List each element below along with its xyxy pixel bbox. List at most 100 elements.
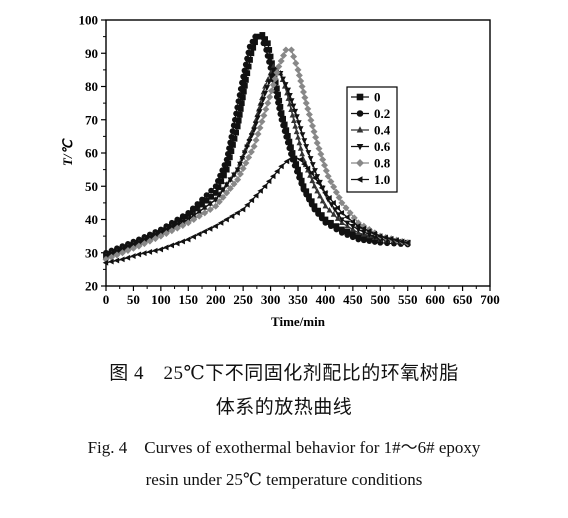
data-point [206,206,214,214]
data-point [338,199,346,207]
legend-box [346,86,398,193]
data-point [319,197,326,204]
data-point [302,99,310,107]
data-point [223,189,231,197]
data-point [173,224,181,232]
data-point [334,204,340,211]
data-point [321,161,328,169]
data-point [283,158,290,165]
data-point [296,139,303,146]
data-point [299,150,306,157]
data-point [332,188,340,196]
data-point [124,247,132,255]
data-point [382,234,388,241]
data-point [235,98,242,105]
data-point [261,183,268,190]
data-point [221,172,227,179]
data-point [268,73,275,80]
data-point [239,94,246,101]
data-point [308,198,315,205]
data-point [281,128,288,135]
x-tick-label: 250 [233,292,253,307]
data-point [287,46,295,54]
data-point [318,215,325,222]
data-point [268,87,275,95]
data-point [219,193,227,201]
data-point [280,51,288,59]
x-tick-label: 700 [480,292,500,307]
data-point [232,116,238,123]
data-point [312,168,318,174]
data-point [295,71,303,79]
data-point [141,250,147,257]
data-point [330,211,337,217]
data-point [301,161,307,167]
data-point [241,82,248,89]
data-point [307,116,315,124]
x-tick-label: 600 [425,292,445,307]
legend-marker-0.6 [356,144,364,151]
data-point [307,156,314,162]
data-point [151,235,159,243]
data-point [201,209,209,217]
data-point [271,75,279,83]
data-point [230,142,236,148]
data-point [307,172,313,178]
data-point [241,150,248,156]
data-point [338,229,345,236]
data-point [371,239,378,245]
data-point [263,47,270,53]
data-point [224,151,231,157]
data-point [212,190,219,196]
data-point [290,53,298,61]
data-point [184,236,191,243]
data-point [297,77,305,85]
data-point [229,128,236,135]
data-point [264,40,271,47]
data-point [318,185,325,191]
data-point [246,43,253,50]
legend-label-0.8: 0.8 [374,156,391,171]
data-point [314,187,321,194]
legend-marker-1.0 [356,176,363,183]
data-point [292,108,299,115]
data-point [194,205,201,212]
data-point [247,148,255,156]
data-point [217,219,224,226]
data-point [270,63,277,69]
data-point [344,232,351,238]
data-point [207,201,214,207]
data-point [317,150,325,158]
x-tick-label: 200 [206,292,226,307]
data-point [278,116,285,123]
data-point [326,207,333,213]
data-point [152,247,158,254]
data-point [168,242,175,249]
y-tick-label: 80 [85,79,98,94]
data-point [308,170,314,176]
data-point [189,209,196,216]
data-point [221,162,228,168]
data-point [298,177,305,184]
data-point [234,209,240,216]
data-point [195,231,202,238]
data-point [350,214,358,222]
data-point [289,153,295,160]
data-point [140,240,148,248]
y-tick-label: 30 [85,245,98,260]
data-point [102,255,110,263]
data-point [266,79,273,85]
data-point [254,130,262,138]
data-point [168,227,176,235]
data-point [129,244,137,252]
data-point [256,124,264,132]
data-point [366,238,373,245]
data-point [291,162,298,169]
data-point [223,156,230,163]
data-point [275,63,283,71]
data-point [227,177,234,183]
data-point [333,226,340,233]
data-point [223,166,230,173]
data-point [283,133,290,140]
x-tick-label: 350 [288,292,308,307]
